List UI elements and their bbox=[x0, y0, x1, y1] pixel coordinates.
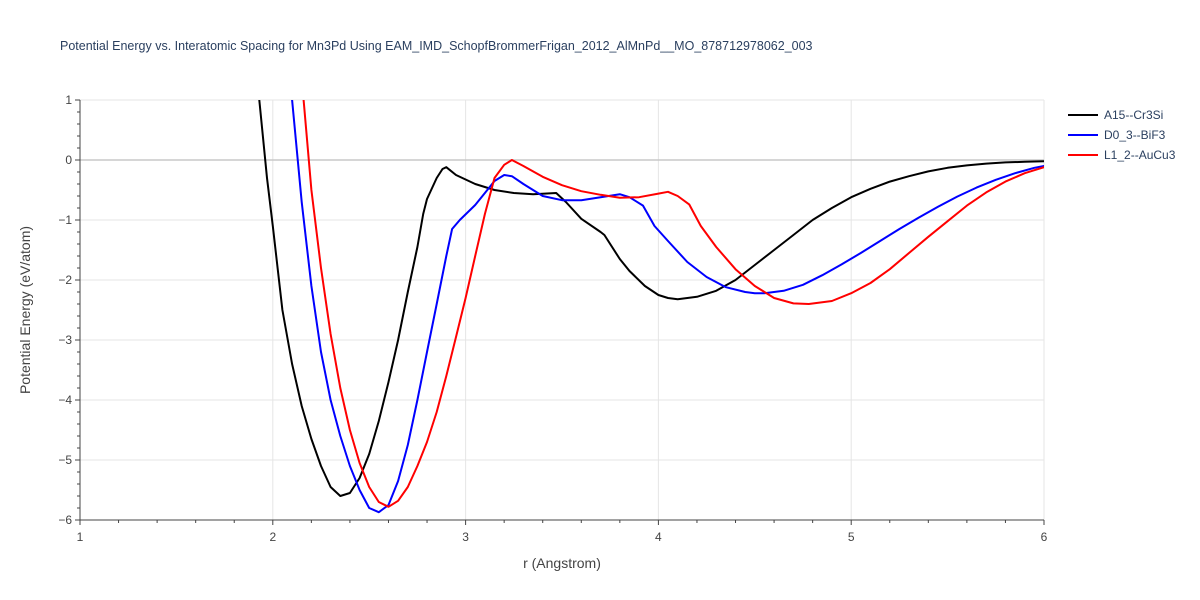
y-tick-label: −3 bbox=[58, 333, 72, 347]
legend-item-1[interactable]: A15--Cr3Si bbox=[1068, 108, 1163, 122]
y-axis-title: Potential Energy (eV/atom) bbox=[17, 226, 33, 394]
chart-title: Potential Energy vs. Interatomic Spacing… bbox=[60, 39, 813, 53]
x-axis-title: r (Angstrom) bbox=[523, 555, 601, 571]
legend-label: A15--Cr3Si bbox=[1104, 108, 1163, 122]
legend-item-3[interactable]: L1_2--AuCu3 bbox=[1068, 148, 1176, 162]
series-layer bbox=[258, 100, 1044, 514]
x-tick-label: 1 bbox=[77, 530, 84, 544]
axes-layer: 1 2 3 4 5 6 1 0 −1 −2 −3 −4 −5 −6 bbox=[58, 93, 1047, 544]
y-tick-label: 1 bbox=[65, 93, 72, 107]
y-tick-label: −5 bbox=[58, 453, 72, 467]
y-tick-label: −6 bbox=[58, 513, 72, 527]
x-tick-label: 2 bbox=[269, 530, 276, 544]
legend-item-2[interactable]: D0_3--BiF3 bbox=[1068, 128, 1166, 142]
x-tick-label: 5 bbox=[848, 530, 855, 544]
y-tick-label: −2 bbox=[58, 273, 72, 287]
grid-layer bbox=[80, 99, 1045, 520]
x-tick-label: 3 bbox=[462, 530, 469, 544]
series-line-3 bbox=[302, 100, 1044, 508]
legend-label: L1_2--AuCu3 bbox=[1104, 148, 1176, 162]
y-tick-label: 0 bbox=[65, 153, 72, 167]
y-tick-label: −1 bbox=[58, 213, 72, 227]
series-line-2 bbox=[291, 100, 1044, 514]
series-line-1 bbox=[258, 100, 1044, 497]
x-tick-label: 4 bbox=[655, 530, 662, 544]
legend-label: D0_3--BiF3 bbox=[1104, 128, 1166, 142]
x-tick-label: 6 bbox=[1041, 530, 1048, 544]
y-tick-label: −4 bbox=[58, 393, 72, 407]
legend[interactable]: A15--Cr3Si D0_3--BiF3 L1_2--AuCu3 bbox=[1068, 108, 1176, 162]
